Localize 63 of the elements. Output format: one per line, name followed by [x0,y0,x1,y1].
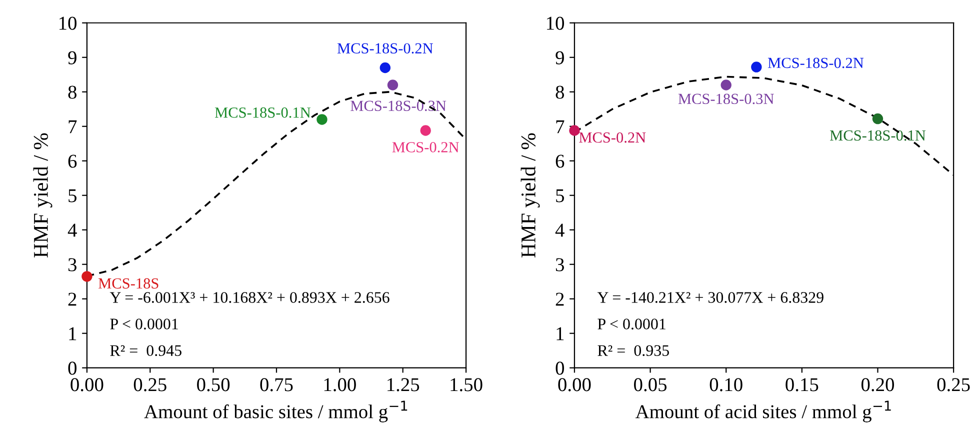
y-tick-label: 7 [68,120,77,134]
x-tick-label: 0.75 [260,378,293,392]
y-tick-label: 2 [68,292,76,306]
y-tick-label: 3 [556,258,564,272]
x-tick-label: 1.00 [324,378,356,392]
x-tick-label: 1.25 [388,378,420,392]
y-axis-title: HMF yield / % [33,133,52,258]
y-tick-label: 4 [68,224,77,237]
point [569,125,580,136]
y-tick-label: 1 [69,327,76,340]
x-tick-label: 0.00 [70,378,104,392]
annotation: Y = -6.001X³ + 10.168X² + 0.893X + 2.656 [110,292,390,303]
series-label: MCS-18S-0.1N [214,107,311,118]
series-label: MCS-18S-0.1N [830,130,926,141]
y-tick-label: 10 [547,16,564,30]
y-tick-label: 10 [59,16,76,30]
series-label: MCS-18S-0.3N [350,100,446,112]
annotation: P < 0.0001 [598,318,666,330]
y-tick-label: 8 [556,86,564,99]
y-tick-label: 4 [555,224,564,237]
annotation: Y = -140.21X² + 30.077X + 6.8329 [597,292,824,303]
x-tick-label: 0.15 [786,378,818,392]
annotation: R² = 0.945 [110,345,182,356]
x-tick-label: 0.25 [134,378,166,392]
x-tick-label: 0.05 [634,378,667,392]
y-tick-label: 6 [556,154,564,168]
y-tick-label: 1 [556,327,564,340]
y-tick-label: 2 [556,292,564,306]
point [872,113,884,124]
x-axis-title: Amount of acid sites / mmol g$^{−1}$ [635,400,891,422]
series-label: MCS-18S-0.2N [768,58,864,68]
point [380,62,391,74]
series-label: MCS-18S-0.2N [337,43,433,54]
y-tick-label: 3 [68,258,76,272]
series-label: MCS-0.2N [579,132,646,143]
y-tick-label: 5 [68,189,76,202]
annotation: P < 0.0001 [110,318,178,330]
y-tick-label: 0 [556,362,564,375]
y-tick-label: 9 [556,51,564,64]
series-label: MCS-18S [98,278,158,289]
x-tick-label: 0.50 [197,378,230,392]
y-tick-label: 5 [556,189,564,202]
y-tick-label: 0 [68,362,76,375]
x-tick-label: 0.25 [937,378,970,392]
y-tick-label: 6 [68,154,77,168]
point [751,62,762,72]
point [82,271,92,282]
annotation: R² = 0.935 [598,345,669,356]
series-label: MCS-0.2N [392,142,459,152]
x-axis-title: Amount of basic sites / mmol g$^{−1}$ [144,400,408,422]
point [720,80,732,90]
point [420,125,431,136]
y-tick-label: 7 [556,120,564,134]
y-tick-label: 9 [68,51,76,64]
x-tick-label: 0.10 [710,378,742,392]
series-label: MCS-18S-0.3N [678,94,774,104]
y-axis-title: HMF yield / % [520,133,540,258]
point [316,114,328,125]
y-tick-label: 8 [68,86,76,99]
x-tick-label: 1.50 [450,378,482,392]
point [387,80,398,90]
x-tick-label: 0.00 [558,378,591,392]
x-tick-label: 0.20 [861,378,894,392]
